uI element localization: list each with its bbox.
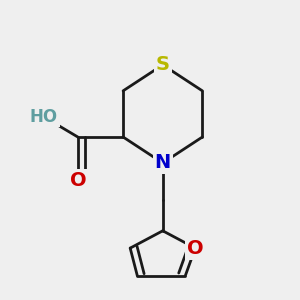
Text: HO: HO <box>30 108 58 126</box>
Text: O: O <box>187 238 204 258</box>
Text: S: S <box>156 56 170 74</box>
Text: N: N <box>154 154 171 172</box>
Text: O: O <box>70 171 86 190</box>
